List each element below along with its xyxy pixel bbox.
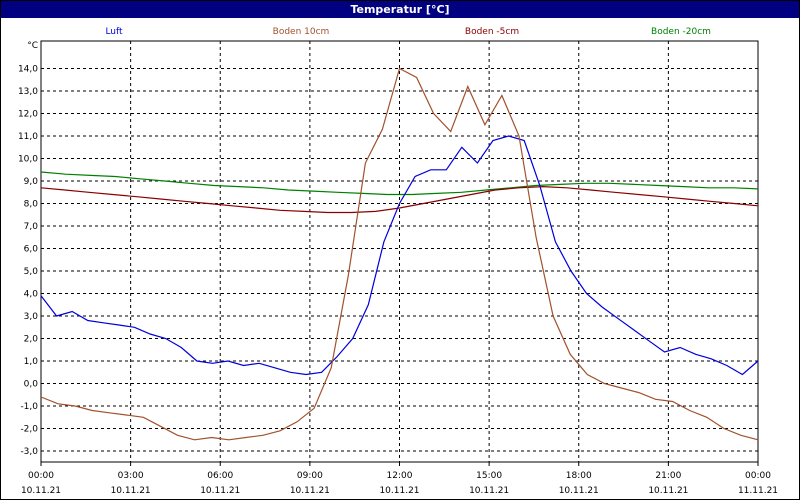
x-tick-date: 10.11.21 bbox=[200, 486, 240, 496]
x-tick-time: 21:00 bbox=[655, 471, 681, 481]
y-tick-label: -2,0 bbox=[20, 425, 38, 435]
y-tick-label: 3,0 bbox=[24, 312, 39, 322]
x-tick-date: 10.11.21 bbox=[111, 486, 151, 496]
y-tick-label: 10,0 bbox=[18, 155, 38, 165]
x-tick-date: 10.11.21 bbox=[290, 486, 330, 496]
x-tick-date: 10.11.21 bbox=[648, 486, 688, 496]
y-tick-label: 12,0 bbox=[18, 110, 38, 120]
legend-entry: Luft bbox=[105, 27, 123, 37]
x-tick-date: 10.11.21 bbox=[559, 486, 599, 496]
chart-title: Temperatur [°C] bbox=[1, 1, 799, 18]
x-tick-time: 06:00 bbox=[207, 471, 233, 481]
series-line-boden-10cm bbox=[40, 67, 759, 441]
legend-entry: Boden -5cm bbox=[465, 27, 519, 37]
y-tick-label: 11,0 bbox=[18, 132, 38, 142]
legend-entry: Boden -20cm bbox=[651, 27, 711, 37]
x-tick-date: 10.11.21 bbox=[21, 486, 61, 496]
x-tick-date: 10.11.21 bbox=[469, 486, 509, 496]
x-tick-time: 00:00 bbox=[28, 471, 54, 481]
x-tick-time: 00:00 bbox=[745, 471, 771, 481]
x-tick-time: 09:00 bbox=[297, 471, 323, 481]
y-tick-label: 0,0 bbox=[24, 380, 39, 390]
y-tick-label: 6,0 bbox=[24, 245, 39, 255]
y-tick-label: -3,0 bbox=[20, 447, 38, 457]
x-tick-time: 12:00 bbox=[387, 471, 413, 481]
y-tick-label: 13,0 bbox=[18, 87, 38, 97]
y-tick-label: 5,0 bbox=[24, 267, 39, 277]
x-tick-date: 10.11.21 bbox=[379, 486, 419, 496]
y-axis-label: °C bbox=[27, 41, 38, 51]
x-tick-time: 03:00 bbox=[118, 471, 144, 481]
y-tick-label: 9,0 bbox=[24, 177, 39, 187]
y-tick-label: 4,0 bbox=[24, 290, 39, 300]
legend-entry: Boden 10cm bbox=[273, 27, 330, 37]
x-tick-time: 18:00 bbox=[566, 471, 592, 481]
x-tick-time: 15:00 bbox=[476, 471, 502, 481]
y-tick-label: -1,0 bbox=[20, 402, 38, 412]
series-line-boden-20cm bbox=[40, 171, 759, 196]
series-line-boden-5cm bbox=[40, 185, 759, 214]
series-line-luft bbox=[40, 135, 759, 376]
y-tick-label: 2,0 bbox=[24, 335, 39, 345]
y-tick-label: 1,0 bbox=[24, 357, 39, 367]
x-tick-date: 11.11.21 bbox=[738, 486, 778, 496]
y-tick-label: 7,0 bbox=[24, 222, 39, 232]
y-tick-label: 14,0 bbox=[18, 65, 38, 75]
y-tick-label: 8,0 bbox=[24, 200, 39, 210]
